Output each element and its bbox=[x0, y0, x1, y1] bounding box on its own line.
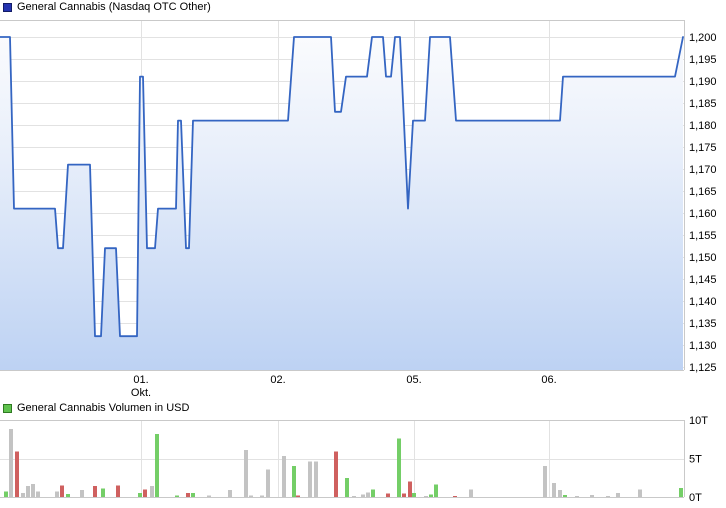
price-area bbox=[0, 37, 683, 370]
volume-bar bbox=[543, 466, 547, 497]
price-series-marker-icon bbox=[3, 3, 12, 12]
price-y-tick-label: 1,185 bbox=[689, 98, 717, 110]
volume-bar bbox=[397, 438, 401, 497]
volume-y-tick-label: 10T bbox=[689, 415, 708, 427]
volume-bar bbox=[4, 491, 8, 497]
volume-bar bbox=[186, 493, 190, 497]
volume-bar bbox=[408, 481, 412, 497]
volume-bar bbox=[575, 495, 579, 497]
price-y-tick-label: 1,135 bbox=[689, 318, 717, 330]
volume-bar bbox=[244, 450, 248, 497]
volume-bar bbox=[31, 483, 35, 497]
volume-bar bbox=[616, 492, 620, 497]
volume-bar bbox=[266, 469, 270, 497]
volume-bar bbox=[21, 493, 25, 497]
price-x-tick-sublabel: Okt. bbox=[131, 387, 151, 399]
volume-bar bbox=[116, 485, 120, 497]
volume-bar bbox=[334, 451, 338, 497]
volume-bar bbox=[429, 494, 433, 497]
price-x-tick-label: 06. bbox=[541, 374, 556, 386]
volume-bar bbox=[296, 495, 300, 497]
volume-bar bbox=[361, 494, 365, 497]
volume-bar bbox=[60, 485, 64, 497]
price-line bbox=[0, 36, 684, 338]
volume-bar bbox=[352, 496, 356, 497]
volume-bar bbox=[228, 490, 232, 497]
price-y-tick-label: 1,130 bbox=[689, 340, 717, 352]
volume-bar bbox=[143, 489, 147, 497]
volume-bar bbox=[434, 484, 438, 497]
price-y-tick-label: 1,125 bbox=[689, 362, 717, 374]
price-x-tick-label: 02. bbox=[270, 374, 285, 386]
price-y-tick-label: 1,160 bbox=[689, 208, 717, 220]
price-y-tick-label: 1,200 bbox=[689, 32, 717, 44]
price-y-tick-label: 1,195 bbox=[689, 54, 717, 66]
volume-bar bbox=[9, 429, 13, 497]
volume-bar bbox=[366, 492, 370, 497]
volume-bar bbox=[191, 493, 195, 497]
volume-bar bbox=[590, 495, 594, 497]
price-x-tick-label: 01. bbox=[133, 374, 148, 386]
volume-y-tick-label: 5T bbox=[689, 454, 702, 466]
price-y-tick-label: 1,140 bbox=[689, 296, 717, 308]
volume-bar bbox=[80, 490, 84, 497]
volume-bar bbox=[314, 461, 318, 497]
price-chart-title: General Cannabis (Nasdaq OTC Other) bbox=[17, 1, 211, 13]
volume-bar bbox=[558, 490, 562, 497]
price-legend: General Cannabis (Nasdaq OTC Other) bbox=[3, 2, 211, 13]
volume-bar bbox=[26, 486, 30, 497]
volume-bar bbox=[101, 488, 105, 497]
volume-y-tick-label: 0T bbox=[689, 492, 702, 504]
volume-bar bbox=[249, 495, 253, 497]
volume-bar bbox=[453, 495, 457, 497]
volume-bar bbox=[402, 493, 406, 497]
volume-bar bbox=[138, 493, 142, 497]
price-y-tick-label: 1,145 bbox=[689, 274, 717, 286]
volume-bar bbox=[308, 461, 312, 497]
volume-bar bbox=[469, 489, 473, 497]
volume-bar bbox=[55, 491, 59, 497]
price-y-tick-label: 1,165 bbox=[689, 186, 717, 198]
volume-series-marker-icon bbox=[3, 404, 12, 413]
price-y-tick-label: 1,170 bbox=[689, 164, 717, 176]
price-x-tick-label: 05. bbox=[406, 374, 421, 386]
volume-bar bbox=[155, 433, 159, 497]
volume-bar bbox=[207, 495, 211, 497]
volume-bar bbox=[679, 487, 683, 497]
volume-bar bbox=[175, 495, 179, 497]
price-y-tick-label: 1,190 bbox=[689, 76, 717, 88]
volume-bar bbox=[66, 493, 70, 497]
volume-bar bbox=[424, 495, 428, 497]
volume-bar bbox=[150, 486, 154, 497]
price-y-tick-label: 1,180 bbox=[689, 120, 717, 132]
volume-chart-title: General Cannabis Volumen in USD bbox=[17, 402, 190, 414]
volume-bar bbox=[15, 451, 19, 497]
volume-bar bbox=[563, 495, 567, 497]
volume-bar bbox=[292, 466, 296, 497]
volume-bar bbox=[260, 495, 264, 497]
price-y-tick-label: 1,150 bbox=[689, 252, 717, 264]
price-y-tick-label: 1,175 bbox=[689, 142, 717, 154]
volume-bar bbox=[371, 489, 375, 497]
volume-bar bbox=[386, 493, 390, 497]
volume-bar bbox=[638, 489, 642, 497]
volume-bar bbox=[345, 477, 349, 498]
volume-bar bbox=[552, 483, 556, 497]
price-y-tick-label: 1,155 bbox=[689, 230, 717, 242]
volume-bar bbox=[412, 493, 416, 497]
volume-bar bbox=[282, 456, 286, 497]
volume-legend: General Cannabis Volumen in USD bbox=[3, 403, 189, 414]
volume-bar bbox=[606, 495, 610, 497]
volume-bar bbox=[93, 486, 97, 497]
volume-bar bbox=[36, 491, 40, 497]
